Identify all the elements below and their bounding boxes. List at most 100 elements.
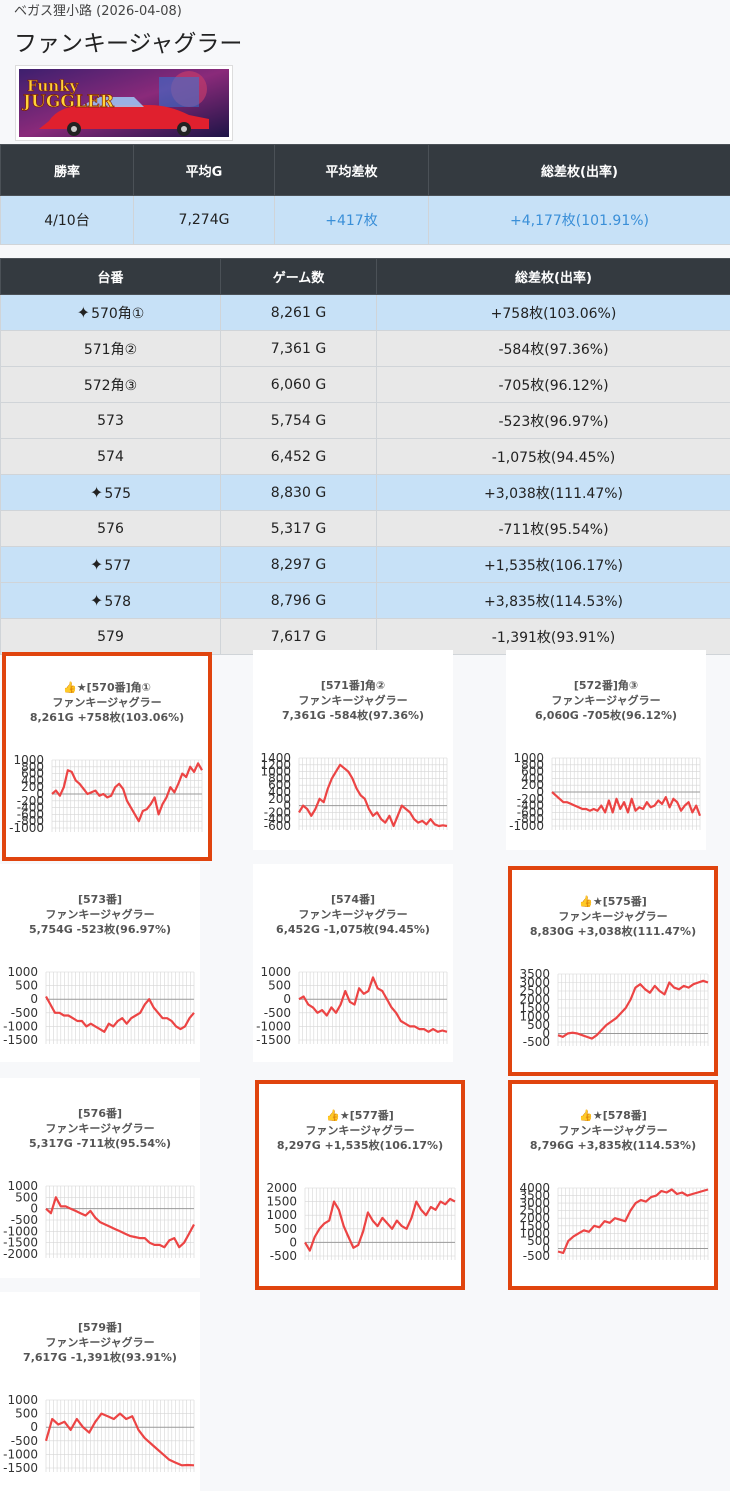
chart-card-578[interactable]: 👍★[578番] ファンキージャグラー 8,796G +3,835枚(114.53%… (508, 1080, 718, 1290)
machine-games: 8,261 G (220, 294, 377, 331)
chart-title: 👍★[575番] (579, 895, 647, 908)
chart-card-571[interactable]: [571番]角② ファンキージャグラー 7,361G -584枚(97.36%) 14… (253, 650, 453, 850)
chart-card-575[interactable]: 👍★[575番] ファンキージャグラー 8,830G +3,038枚(111.47%… (508, 866, 718, 1076)
series-line (45, 1196, 195, 1249)
y-tick-label: 400 (21, 773, 44, 787)
y-tick-label: -800 (517, 812, 544, 826)
chart-card-577[interactable]: 👍★[577番] ファンキージャグラー 8,297G +1,535枚(106.17%… (255, 1080, 465, 1290)
machine-games: 5,317 G (220, 510, 377, 547)
y-tick-label: 1000 (266, 1208, 297, 1222)
summary-header-winrate: 勝率 (0, 144, 134, 196)
series-line (44, 1412, 195, 1467)
machine-number-label: 578 (104, 594, 132, 610)
summary-total-diff: +4,177枚(101.91%) (428, 195, 730, 245)
y-tick-label: -500 (270, 1249, 297, 1263)
table-row[interactable]: 574 6,452 G -1,075枚(94.45%) (0, 438, 730, 475)
y-tick-label: 800 (521, 758, 544, 772)
chart-machine-name: ファンキージャグラー (52, 696, 162, 709)
summary-header-total-diff: 総差枚(出率) (428, 144, 730, 196)
y-tick-label: 200 (21, 780, 44, 794)
chart-machine-name: ファンキージャグラー (558, 910, 668, 923)
machine-games: 8,796 G (220, 582, 377, 619)
series-line (298, 763, 448, 828)
series-line (551, 791, 702, 817)
chart-title: [573番] (77, 893, 123, 906)
y-tick-label: 3000 (519, 976, 550, 990)
y-tick-label: 1000 (519, 1226, 550, 1240)
table-row[interactable]: 571角② 7,361 G -584枚(97.36%) (0, 330, 730, 367)
machine-number[interactable]: ✦577 (0, 546, 221, 583)
machine-table: 台番 ゲーム数 総差枚(出率) ✦570角① 8,261 G +758枚(103.0… (0, 258, 730, 655)
y-tick-label: -200 (517, 792, 544, 806)
machine-diff: +758枚(103.06%) (376, 294, 730, 331)
y-tick-label: 1500 (519, 1219, 550, 1233)
table-row[interactable]: 572角③ 6,060 G -705枚(96.12%) (0, 366, 730, 403)
summary-avg-games: 7,274G (133, 195, 275, 245)
table-row[interactable]: ✦570角① 8,261 G +758枚(103.06%) (0, 294, 730, 331)
y-tick-label: 1000 (7, 1393, 38, 1407)
chart-machine-name: ファンキージャグラー (45, 1122, 155, 1135)
machine-number[interactable]: 571角② (0, 330, 221, 367)
y-tick-label: 1400 (260, 751, 291, 765)
chart-card-576[interactable]: [576番] ファンキージャグラー 5,317G -711枚(95.54%) 1000… (0, 1078, 200, 1278)
machine-number[interactable]: 576 (0, 510, 221, 547)
series-line (298, 976, 448, 1033)
y-tick-label: 1000 (519, 1010, 550, 1024)
chart-machine-name: ファンキージャグラー (45, 1336, 155, 1349)
machine-games: 7,617 G (220, 618, 377, 655)
summary-table: 勝率 平均G 平均差枚 総差枚(出率) 4/10台 7,274G +417枚 +… (0, 144, 730, 245)
machine-games: 6,060 G (220, 366, 377, 403)
machine-diff: -711枚(95.54%) (376, 510, 730, 547)
y-tick-label: -1000 (256, 1019, 291, 1033)
chart-stats: 6,452G -1,075枚(94.45%) (276, 923, 430, 936)
machine-banner-image: Funky JUGGLER (19, 69, 229, 137)
y-tick-label: 1000 (7, 1179, 38, 1193)
y-tick-label: 1000 (513, 751, 544, 765)
table-row[interactable]: 576 5,317 G -711枚(95.54%) (0, 510, 730, 547)
chart-card-574[interactable]: [574番] ファンキージャグラー 6,452G -1,075枚(94.45%) 10… (253, 864, 453, 1062)
y-tick-label: -200 (264, 805, 291, 819)
y-tick-label: -200 (17, 794, 44, 808)
store-date-label: ベガス狸小路 (2026-04-08) (14, 4, 182, 19)
y-tick-label: -1000 (3, 1224, 38, 1238)
machine-games: 8,830 G (220, 474, 377, 511)
machine-games: 8,297 G (220, 546, 377, 583)
machine-number[interactable]: 572角③ (0, 366, 221, 403)
y-tick-label: 0 (30, 992, 38, 1006)
machine-number[interactable]: ✦570角① (0, 294, 221, 331)
machine-number[interactable]: ✦578 (0, 582, 221, 619)
y-tick-label: 3500 (519, 1189, 550, 1203)
chart-card-572[interactable]: [572番]角③ ファンキージャグラー 6,060G -705枚(96.12%) 10… (506, 650, 706, 850)
machine-games: 7,361 G (220, 330, 377, 367)
machine-number-label: 577 (104, 558, 132, 574)
chart-card-573[interactable]: [573番] ファンキージャグラー 5,754G -523枚(96.97%) 1000… (0, 864, 200, 1062)
chart-card-579[interactable]: [579番] ファンキージャグラー 7,617G -1,391枚(93.91%) 10… (0, 1292, 200, 1491)
machine-number[interactable]: ✦575 (0, 474, 221, 511)
svg-text:Funky: Funky (27, 77, 80, 95)
y-tick-label: 1200 (260, 758, 291, 772)
sparkle-icon: ✦ (89, 483, 104, 502)
machine-number[interactable]: 573 (0, 402, 221, 439)
table-row[interactable]: 579 7,617 G -1,391枚(93.91%) (0, 618, 730, 655)
series-line (51, 762, 203, 823)
summary-avg-diff: +417枚 (274, 195, 429, 245)
chart-stats: 7,361G -584枚(97.36%) (281, 709, 425, 722)
y-tick-label: 500 (527, 1234, 550, 1248)
y-tick-label: -800 (17, 814, 44, 828)
chart-card-570[interactable]: 👍★[570番]角① ファンキージャグラー 8,261G +758枚(103.06%… (2, 652, 212, 861)
table-row[interactable]: ✦575 8,830 G +3,038枚(111.47%) (0, 474, 730, 511)
table-row[interactable]: ✦578 8,796 G +3,835枚(114.53%) (0, 582, 730, 619)
machine-number[interactable]: 574 (0, 438, 221, 475)
table-row[interactable]: 573 5,754 G -523枚(96.97%) (0, 402, 730, 439)
table-row[interactable]: ✦577 8,297 G +1,535枚(106.17%) (0, 546, 730, 583)
chart-title: [571番]角② (320, 679, 386, 692)
y-tick-label: 800 (21, 760, 44, 774)
y-tick-label: 600 (268, 778, 291, 792)
y-tick-label: 400 (521, 771, 544, 785)
y-tick-label: 0 (289, 1235, 297, 1249)
y-tick-label: -2000 (3, 1247, 38, 1261)
machine-number[interactable]: 579 (0, 618, 221, 655)
